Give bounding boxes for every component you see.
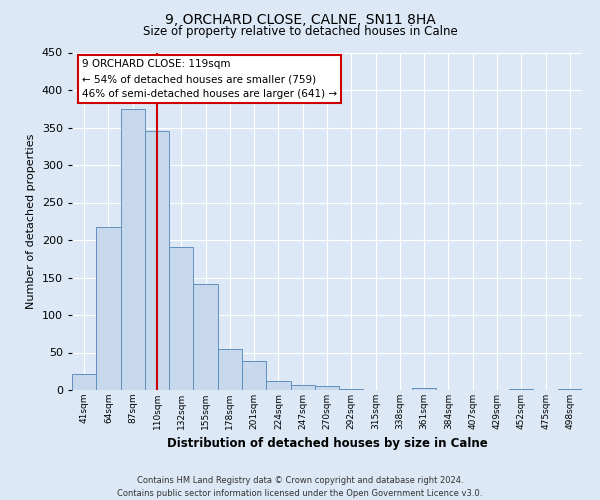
Bar bbox=[315, 386, 339, 390]
Bar bbox=[218, 349, 242, 390]
Text: 9 ORCHARD CLOSE: 119sqm
← 54% of detached houses are smaller (759)
46% of semi-d: 9 ORCHARD CLOSE: 119sqm ← 54% of detache… bbox=[82, 59, 337, 99]
Bar bbox=[169, 246, 193, 390]
Bar bbox=[145, 131, 169, 390]
Bar bbox=[242, 361, 266, 390]
Text: Contains HM Land Registry data © Crown copyright and database right 2024.
Contai: Contains HM Land Registry data © Crown c… bbox=[118, 476, 482, 498]
Bar bbox=[266, 381, 290, 390]
Bar bbox=[290, 385, 315, 390]
Y-axis label: Number of detached properties: Number of detached properties bbox=[26, 134, 36, 309]
Text: Size of property relative to detached houses in Calne: Size of property relative to detached ho… bbox=[143, 25, 457, 38]
Bar bbox=[558, 388, 582, 390]
Bar bbox=[72, 374, 96, 390]
X-axis label: Distribution of detached houses by size in Calne: Distribution of detached houses by size … bbox=[167, 438, 487, 450]
Text: 9, ORCHARD CLOSE, CALNE, SN11 8HA: 9, ORCHARD CLOSE, CALNE, SN11 8HA bbox=[164, 12, 436, 26]
Bar bbox=[121, 109, 145, 390]
Bar bbox=[96, 227, 121, 390]
Bar bbox=[412, 388, 436, 390]
Bar bbox=[193, 284, 218, 390]
Bar bbox=[339, 388, 364, 390]
Bar bbox=[509, 388, 533, 390]
